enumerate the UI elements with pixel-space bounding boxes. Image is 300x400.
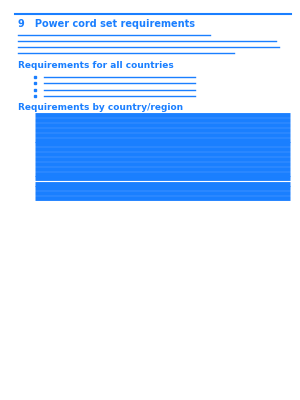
Text: Requirements by country/region: Requirements by country/region <box>18 103 183 112</box>
Text: 9   Power cord set requirements: 9 Power cord set requirements <box>18 19 195 29</box>
Text: Requirements for all countries: Requirements for all countries <box>18 62 174 70</box>
